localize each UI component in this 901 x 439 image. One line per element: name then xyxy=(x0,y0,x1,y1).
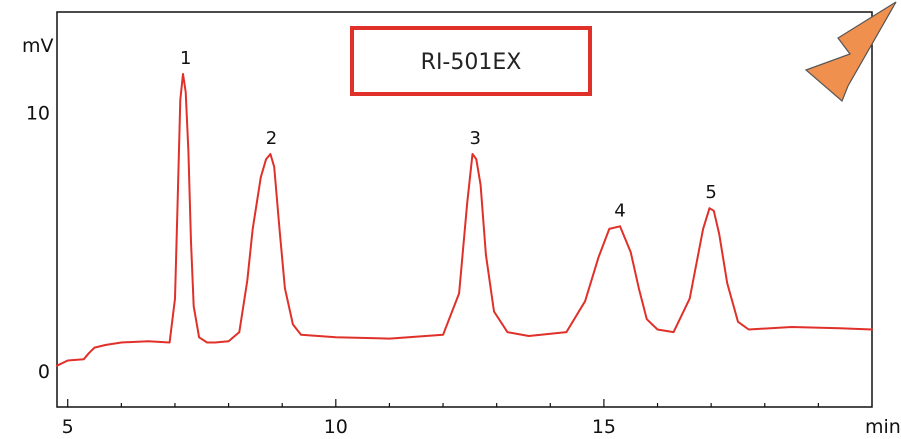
x-axis-label: min xyxy=(865,416,901,438)
peak-label: 5 xyxy=(705,182,716,203)
chart-title: RI-501EX xyxy=(421,50,522,75)
y-axis-label: mV xyxy=(22,35,54,57)
peak-label: 1 xyxy=(180,48,191,69)
peak-labels: 1 2 3 4 5 xyxy=(180,48,717,221)
peak-label: 4 xyxy=(614,200,625,221)
series-line xyxy=(56,73,873,367)
x-axis-ticks: 5 10 15 xyxy=(62,399,819,438)
peak-label: 2 xyxy=(266,128,277,149)
plot-frame xyxy=(56,11,873,408)
y-tick-label: 0 xyxy=(38,361,50,383)
y-tick-label: 10 xyxy=(26,103,50,125)
orange-arrow-icon xyxy=(804,1,897,103)
title-box xyxy=(350,26,592,96)
peak-label: 3 xyxy=(469,128,480,149)
x-tick-label: 15 xyxy=(592,416,616,438)
x-tick-label: 10 xyxy=(324,416,348,438)
x-tick-label: 5 xyxy=(62,416,74,438)
y-axis-ticks: 0 10 xyxy=(26,103,50,383)
